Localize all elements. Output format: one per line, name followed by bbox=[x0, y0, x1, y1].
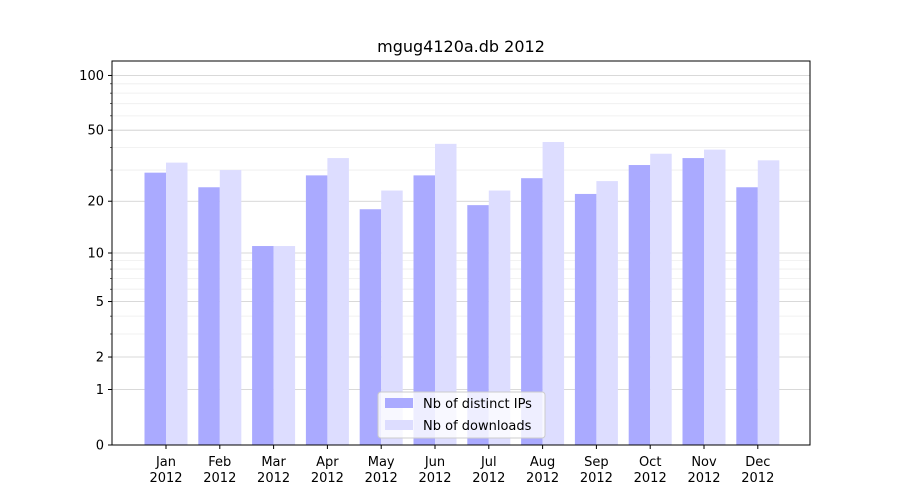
legend-swatch-distinct-ips bbox=[385, 398, 413, 408]
bar-distinct-ips-nov bbox=[682, 158, 704, 446]
x-tick-label-month: May bbox=[368, 455, 395, 470]
x-tick-label-year: 2012 bbox=[741, 471, 774, 486]
y-tick-label: 10 bbox=[87, 247, 104, 262]
legend-label-distinct-ips: Nb of distinct IPs bbox=[423, 397, 532, 412]
y-tick-label: 2 bbox=[96, 351, 104, 366]
legend-label-downloads: Nb of downloads bbox=[423, 419, 532, 434]
y-tick-label: 5 bbox=[96, 295, 104, 310]
x-tick-label-year: 2012 bbox=[257, 471, 290, 486]
x-tick-label-year: 2012 bbox=[418, 471, 451, 486]
x-tick-label-year: 2012 bbox=[580, 471, 613, 486]
x-tick-label-year: 2012 bbox=[149, 471, 182, 486]
y-tick-label: 50 bbox=[87, 124, 104, 139]
legend-box bbox=[377, 391, 546, 439]
x-tick-label-year: 2012 bbox=[526, 471, 559, 486]
bars bbox=[144, 141, 780, 446]
bar-downloads-may bbox=[381, 190, 403, 445]
bar-distinct-ips-aug bbox=[521, 178, 543, 446]
legend-swatch-downloads bbox=[385, 420, 413, 430]
x-tick-label-month: Sep bbox=[584, 455, 609, 470]
bar-distinct-ips-jun bbox=[413, 175, 435, 445]
x-tick-label-year: 2012 bbox=[687, 471, 720, 486]
x-tick-label-year: 2012 bbox=[634, 471, 667, 486]
bar-downloads-oct bbox=[650, 153, 672, 446]
bar-downloads-aug bbox=[542, 141, 565, 446]
y-tick-label: 100 bbox=[79, 69, 104, 84]
chart-title: mgug4120a.db 2012 bbox=[377, 37, 545, 56]
y-tick-label: 0 bbox=[96, 439, 104, 454]
x-tick-label-month: Aug bbox=[530, 455, 555, 470]
legend: Nb of distinct IPs Nb of downloads bbox=[377, 391, 546, 439]
x-tick-label-month: Jun bbox=[424, 455, 445, 470]
bar-downloads-jun bbox=[435, 143, 457, 445]
bar-distinct-ips-oct bbox=[628, 165, 651, 445]
bar-distinct-ips-feb bbox=[198, 187, 220, 445]
x-tick-label-month: Apr bbox=[316, 455, 339, 470]
bar-distinct-ips-jul bbox=[467, 205, 489, 445]
x-tick-label-year: 2012 bbox=[311, 471, 344, 486]
x-axis: Jan2012Feb2012Mar2012Apr2012May2012Jun20… bbox=[149, 445, 774, 486]
x-tick-label-month: Jul bbox=[480, 455, 497, 470]
x-tick-label-month: Mar bbox=[261, 455, 286, 470]
x-tick-label-month: Feb bbox=[208, 455, 231, 470]
bar-distinct-ips-apr bbox=[305, 175, 328, 445]
y-tick-label: 20 bbox=[87, 195, 104, 210]
bar-distinct-ips-mar bbox=[252, 246, 274, 445]
x-tick-label-month: Jan bbox=[155, 455, 176, 470]
x-tick-label-year: 2012 bbox=[203, 471, 236, 486]
x-tick-label-month: Oct bbox=[639, 455, 661, 470]
x-tick-label-month: Nov bbox=[691, 455, 717, 470]
bar-distinct-ips-jan bbox=[144, 172, 166, 445]
bar-downloads-jan bbox=[166, 162, 188, 445]
bar-downloads-apr bbox=[327, 158, 349, 446]
y-axis: 0 1 2 5 10 20 50 100 bbox=[79, 69, 112, 454]
bar-downloads-mar bbox=[273, 246, 296, 445]
x-tick-label-month: Dec bbox=[745, 455, 770, 470]
bar-distinct-ips-may bbox=[359, 209, 382, 445]
x-tick-label-year: 2012 bbox=[472, 471, 505, 486]
bar-downloads-jul bbox=[488, 190, 511, 445]
bar-distinct-ips-dec bbox=[736, 187, 758, 445]
bar-distinct-ips-sep bbox=[574, 193, 597, 445]
y-tick-label: 1 bbox=[96, 383, 104, 398]
bar-downloads-dec bbox=[757, 160, 780, 445]
bar-downloads-feb bbox=[219, 170, 242, 445]
bar-downloads-nov bbox=[704, 149, 726, 445]
bar-downloads-sep bbox=[596, 181, 618, 445]
x-tick-label-year: 2012 bbox=[365, 471, 398, 486]
